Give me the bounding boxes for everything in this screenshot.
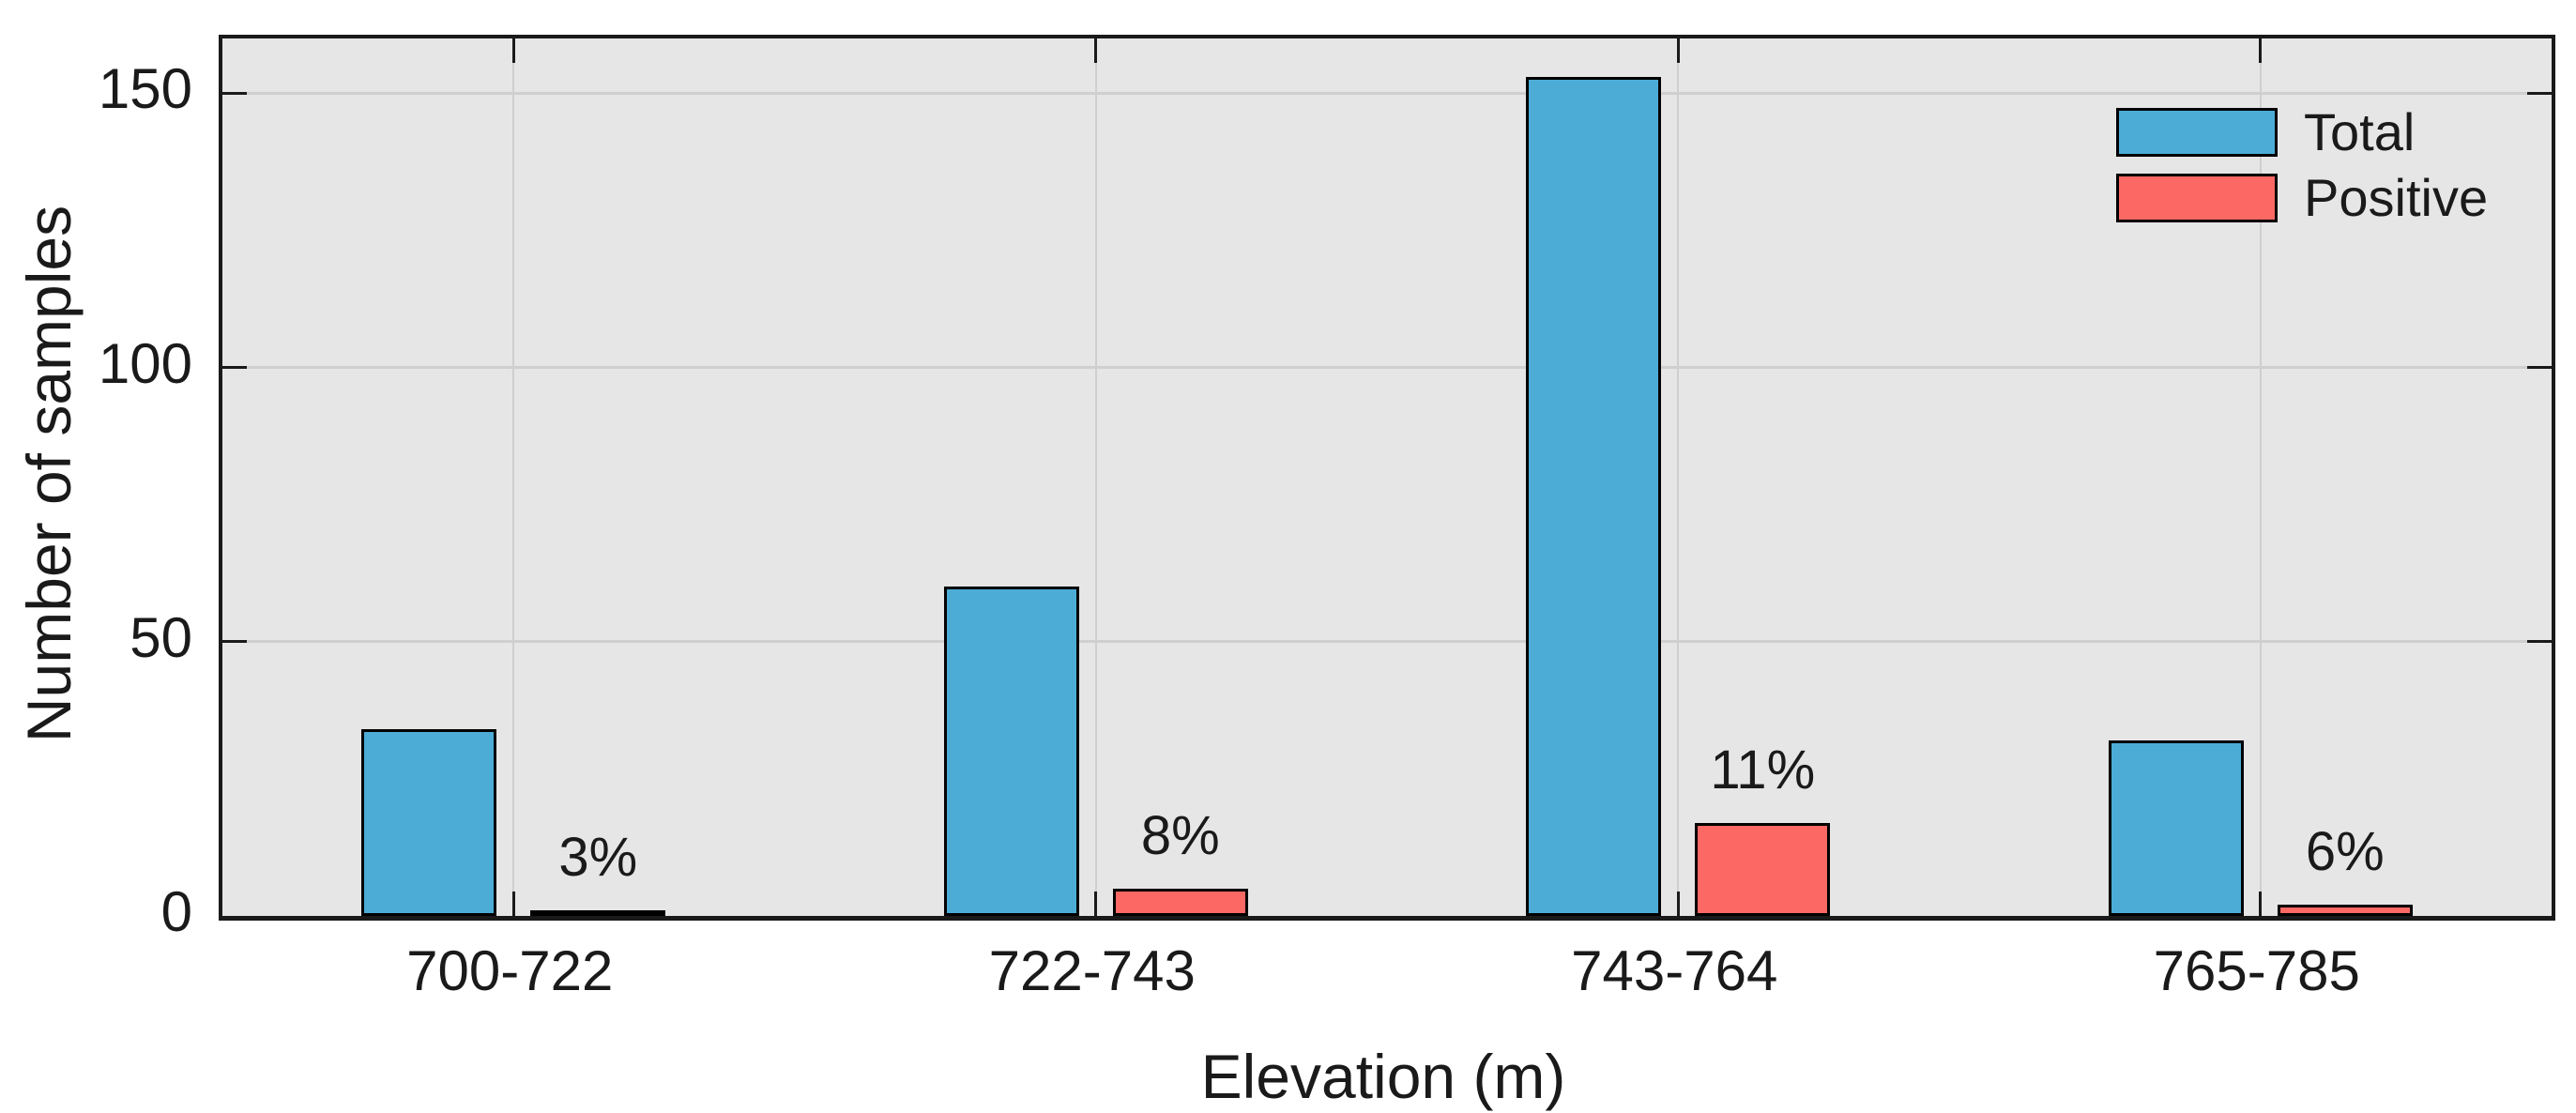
legend-label-positive: Positive: [2304, 168, 2489, 227]
plot-area: 3% 8% 11% 6%: [219, 35, 2555, 921]
x-tick-bottom: [1094, 892, 1098, 916]
y-tick-right: [2527, 366, 2552, 370]
x-tick-label: 722-743: [988, 939, 1196, 1002]
h-gridline: [222, 91, 2552, 95]
bar-percent-label: 11%: [1710, 739, 1816, 800]
x-axis-title: Elevation (m): [1200, 1042, 1566, 1111]
x-tick-bottom: [511, 892, 515, 916]
legend-swatch-total: [2116, 108, 2278, 157]
x-tick-top: [2259, 38, 2263, 63]
y-tick-right: [2527, 91, 2552, 95]
y-tick-left: [222, 640, 247, 644]
bar-percent-label: 8%: [1140, 804, 1220, 866]
v-gridline: [1677, 38, 1680, 916]
v-gridline: [512, 38, 515, 916]
y-tick-left: [222, 366, 247, 370]
bar-total-743-764: [1526, 76, 1662, 916]
x-tick-bottom: [2259, 892, 2263, 916]
x-tick-top: [1676, 38, 1680, 63]
y-tick-label: 100: [98, 331, 192, 395]
h-gridline: [222, 366, 2552, 370]
legend-label-total: Total: [2304, 102, 2416, 161]
bar-positive-700-722: [530, 910, 666, 916]
y-tick-label: 50: [130, 605, 192, 669]
bar-total-722-743: [943, 587, 1079, 916]
x-tick-top: [1094, 38, 1098, 63]
h-gridline: [222, 640, 2552, 644]
x-tick-label: 743-764: [1571, 939, 1778, 1002]
x-tick-label: 700-722: [406, 939, 614, 1002]
bar-percent-label: 3%: [558, 827, 638, 889]
bar-positive-743-764: [1695, 822, 1831, 916]
v-gridline: [2259, 38, 2262, 916]
y-tick-right: [2527, 640, 2552, 644]
bar-total-700-722: [361, 729, 497, 916]
x-tick-top: [511, 38, 515, 63]
bar-positive-765-785: [2277, 905, 2413, 916]
x-tick-bottom: [1676, 892, 1680, 916]
v-gridline: [1094, 38, 1097, 916]
x-tick-label: 765-785: [2153, 939, 2360, 1002]
bar-total-765-785: [2108, 740, 2244, 916]
y-tick-label: 150: [98, 57, 192, 121]
legend-swatch-positive: [2116, 174, 2278, 222]
bar-percent-label: 6%: [2305, 821, 2385, 883]
y-tick-label: 0: [160, 880, 192, 943]
bar-positive-722-743: [1112, 888, 1248, 916]
y-tick-left: [222, 91, 247, 95]
